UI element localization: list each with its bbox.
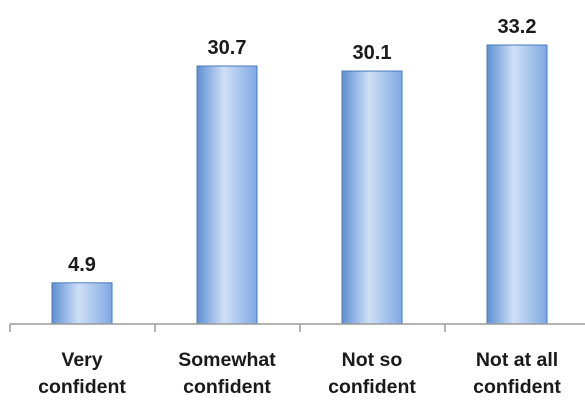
category-label-3-line-0: Not at all xyxy=(476,349,558,371)
category-labels-group: Very confident Somewhat confident Not so conf… xyxy=(38,349,561,398)
data-labels-group: 4.9 30.7 30.1 33.2 xyxy=(68,16,536,276)
category-label-1-line-1: confident xyxy=(183,376,271,398)
category-label-3-line-1: confident xyxy=(473,376,561,398)
data-label-3: 33.2 xyxy=(498,16,537,38)
category-label-2: Not so confident xyxy=(328,349,416,398)
category-label-1-line-0: Somewhat xyxy=(178,349,276,371)
category-label-2-line-0: Not so xyxy=(342,349,403,371)
category-label-3: Not at all confident xyxy=(473,349,561,398)
bar-3 xyxy=(486,44,548,325)
bar-0 xyxy=(51,282,113,325)
category-label-2-line-1: confident xyxy=(328,376,416,398)
bars-group xyxy=(51,44,548,325)
data-label-0: 4.9 xyxy=(68,254,96,276)
category-label-1: Somewhat confident xyxy=(178,349,276,398)
x-axis xyxy=(9,323,585,332)
bar-1 xyxy=(196,65,258,325)
data-label-1: 30.7 xyxy=(208,37,247,59)
category-label-0: Very confident xyxy=(38,349,126,398)
category-label-0-line-1: confident xyxy=(38,376,126,398)
category-label-0-line-0: Very xyxy=(61,349,102,371)
bar-2 xyxy=(341,70,403,325)
data-label-2: 30.1 xyxy=(353,42,392,64)
